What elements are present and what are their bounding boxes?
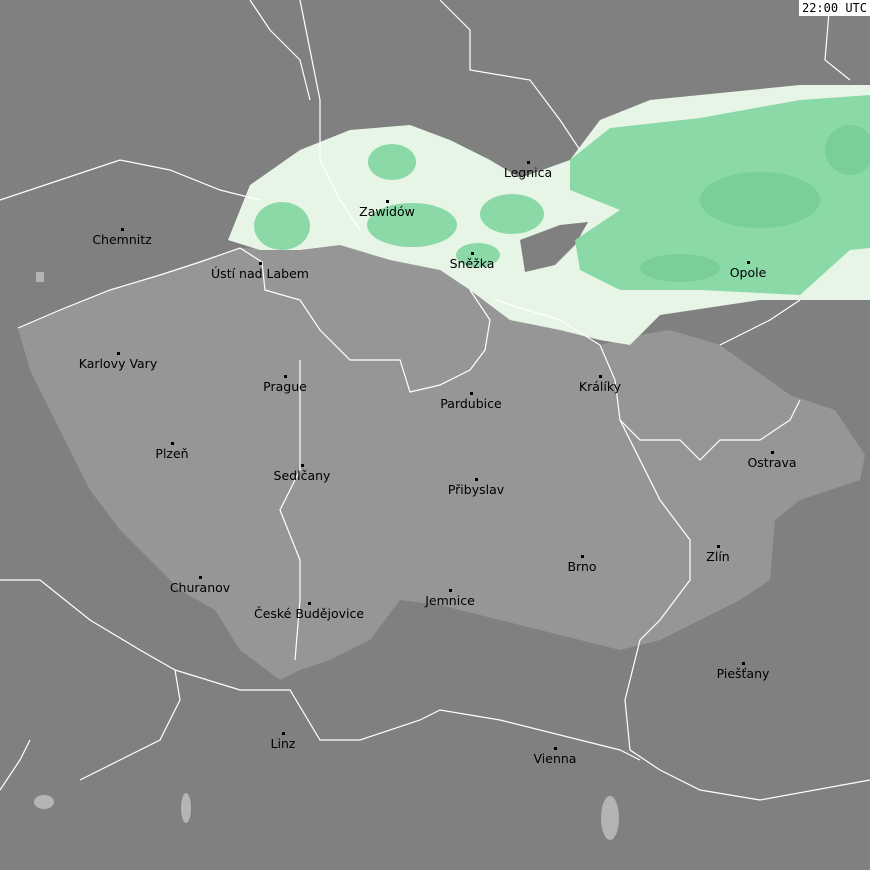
- city-dot: [747, 261, 750, 264]
- city-dot: [386, 200, 389, 203]
- city-dot: [475, 478, 478, 481]
- city-dot: [581, 555, 584, 558]
- city-dot: [117, 352, 120, 355]
- city-dot: [471, 252, 474, 255]
- city-label: Piešťany: [716, 666, 770, 681]
- city-label: Ostrava: [747, 455, 797, 470]
- city-dot: [259, 262, 262, 265]
- city-label: Linz: [270, 736, 296, 751]
- city-label: Karlovy Vary: [78, 356, 158, 371]
- city-dot: [717, 545, 720, 548]
- city-dot: [599, 375, 602, 378]
- city-label: Sedlčany: [273, 468, 331, 483]
- city-label: Vienna: [533, 751, 577, 766]
- no-precip-gap: [520, 222, 588, 272]
- city-dot: [199, 576, 202, 579]
- city-dot: [282, 732, 285, 735]
- timestamp-label: 22:00 UTC: [798, 0, 870, 16]
- city-label: Jemnice: [425, 593, 475, 608]
- lakes: [34, 272, 619, 840]
- precipitation-strong: [640, 125, 870, 282]
- city-label: Ústí nad Labem: [211, 266, 309, 281]
- city-label: Opole: [729, 265, 767, 280]
- city-dot: [308, 602, 311, 605]
- city-label: Přibyslav: [447, 482, 505, 497]
- city-label: České Budějovice: [253, 606, 365, 621]
- city-label: Pardubice: [440, 396, 502, 411]
- city-label: Brno: [567, 559, 597, 574]
- city-dot: [284, 375, 287, 378]
- borders: [0, 0, 870, 801]
- city-label: Zlín: [706, 549, 730, 564]
- city-dot: [449, 589, 452, 592]
- czech-republic-area: [18, 240, 865, 680]
- city-dot: [554, 747, 557, 750]
- city-label: Králíky: [578, 379, 622, 394]
- city-dot: [470, 392, 473, 395]
- city-label: Prague: [263, 379, 307, 394]
- city-label: Churanov: [169, 580, 231, 595]
- city-dot: [171, 442, 174, 445]
- city-label: Chemnitz: [92, 232, 152, 247]
- city-label: Plzeň: [155, 446, 189, 461]
- city-dot: [771, 451, 774, 454]
- city-label: Sněžka: [449, 256, 495, 271]
- city-label: Zawidów: [359, 204, 415, 219]
- city-dot: [527, 161, 530, 164]
- city-dot: [121, 228, 124, 231]
- city-dot: [301, 464, 304, 467]
- city-label: Legnica: [503, 165, 553, 180]
- city-dot: [742, 662, 745, 665]
